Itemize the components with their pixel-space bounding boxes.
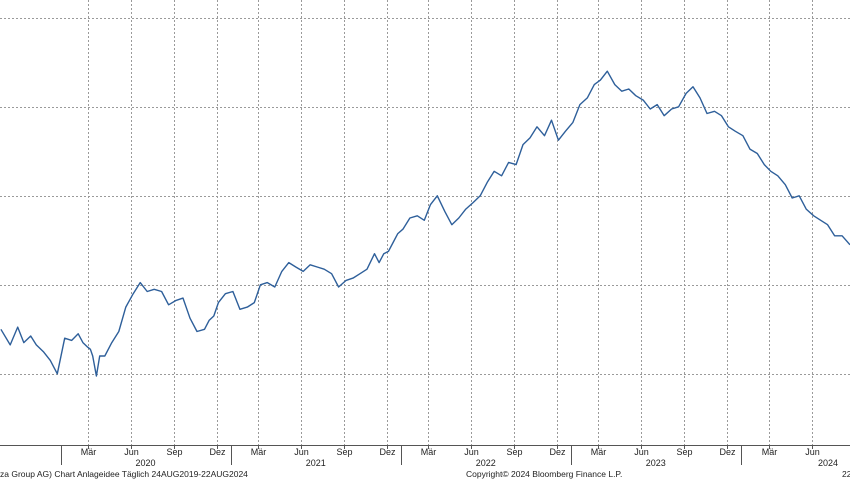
chart-grid: [0, 0, 850, 445]
month-tick-label: Mär: [762, 447, 778, 457]
price-series-line: [0, 70, 850, 377]
month-tick-label: Mär: [81, 447, 97, 457]
year-labels: 2020 2021 2022 2023 2024: [136, 458, 838, 468]
month-tick-label: Dez: [379, 447, 396, 457]
footer-edge-label: 22: [842, 469, 850, 479]
month-tick-label: Jun: [294, 447, 309, 457]
month-tick-label: Jun: [805, 447, 820, 457]
year-label: 2022: [476, 458, 496, 468]
month-tick-label: Dez: [209, 447, 226, 457]
year-label: 2024: [818, 458, 838, 468]
month-tick-label: Sep: [506, 447, 522, 457]
month-tick-label: Dez: [719, 447, 736, 457]
footer-left-text: za Group AG) Chart Anlageidee Täglich 24…: [0, 469, 248, 479]
year-label: 2020: [136, 458, 156, 468]
month-tick-label: Mär: [591, 447, 607, 457]
month-tick-label: Sep: [676, 447, 692, 457]
month-tick-label: Jun: [464, 447, 479, 457]
month-tick-label: Mär: [421, 447, 437, 457]
month-tick-label: Sep: [166, 447, 182, 457]
footer-copyright: Copyright© 2024 Bloomberg Finance L.P.: [466, 469, 622, 479]
month-tick-label: Mär: [251, 447, 267, 457]
year-label: 2021: [306, 458, 326, 468]
month-tick-label: Sep: [336, 447, 352, 457]
year-label: 2023: [646, 458, 666, 468]
month-tick-label: Jun: [124, 447, 139, 457]
month-tick-labels: Mär Jun Sep Dez Mär Jun Sep Dez Mär Jun Sep Dez Mär J…: [81, 447, 820, 457]
month-tick-label: Dez: [549, 447, 566, 457]
x-axis: [0, 445, 850, 465]
month-tick-label: Jun: [634, 447, 649, 457]
